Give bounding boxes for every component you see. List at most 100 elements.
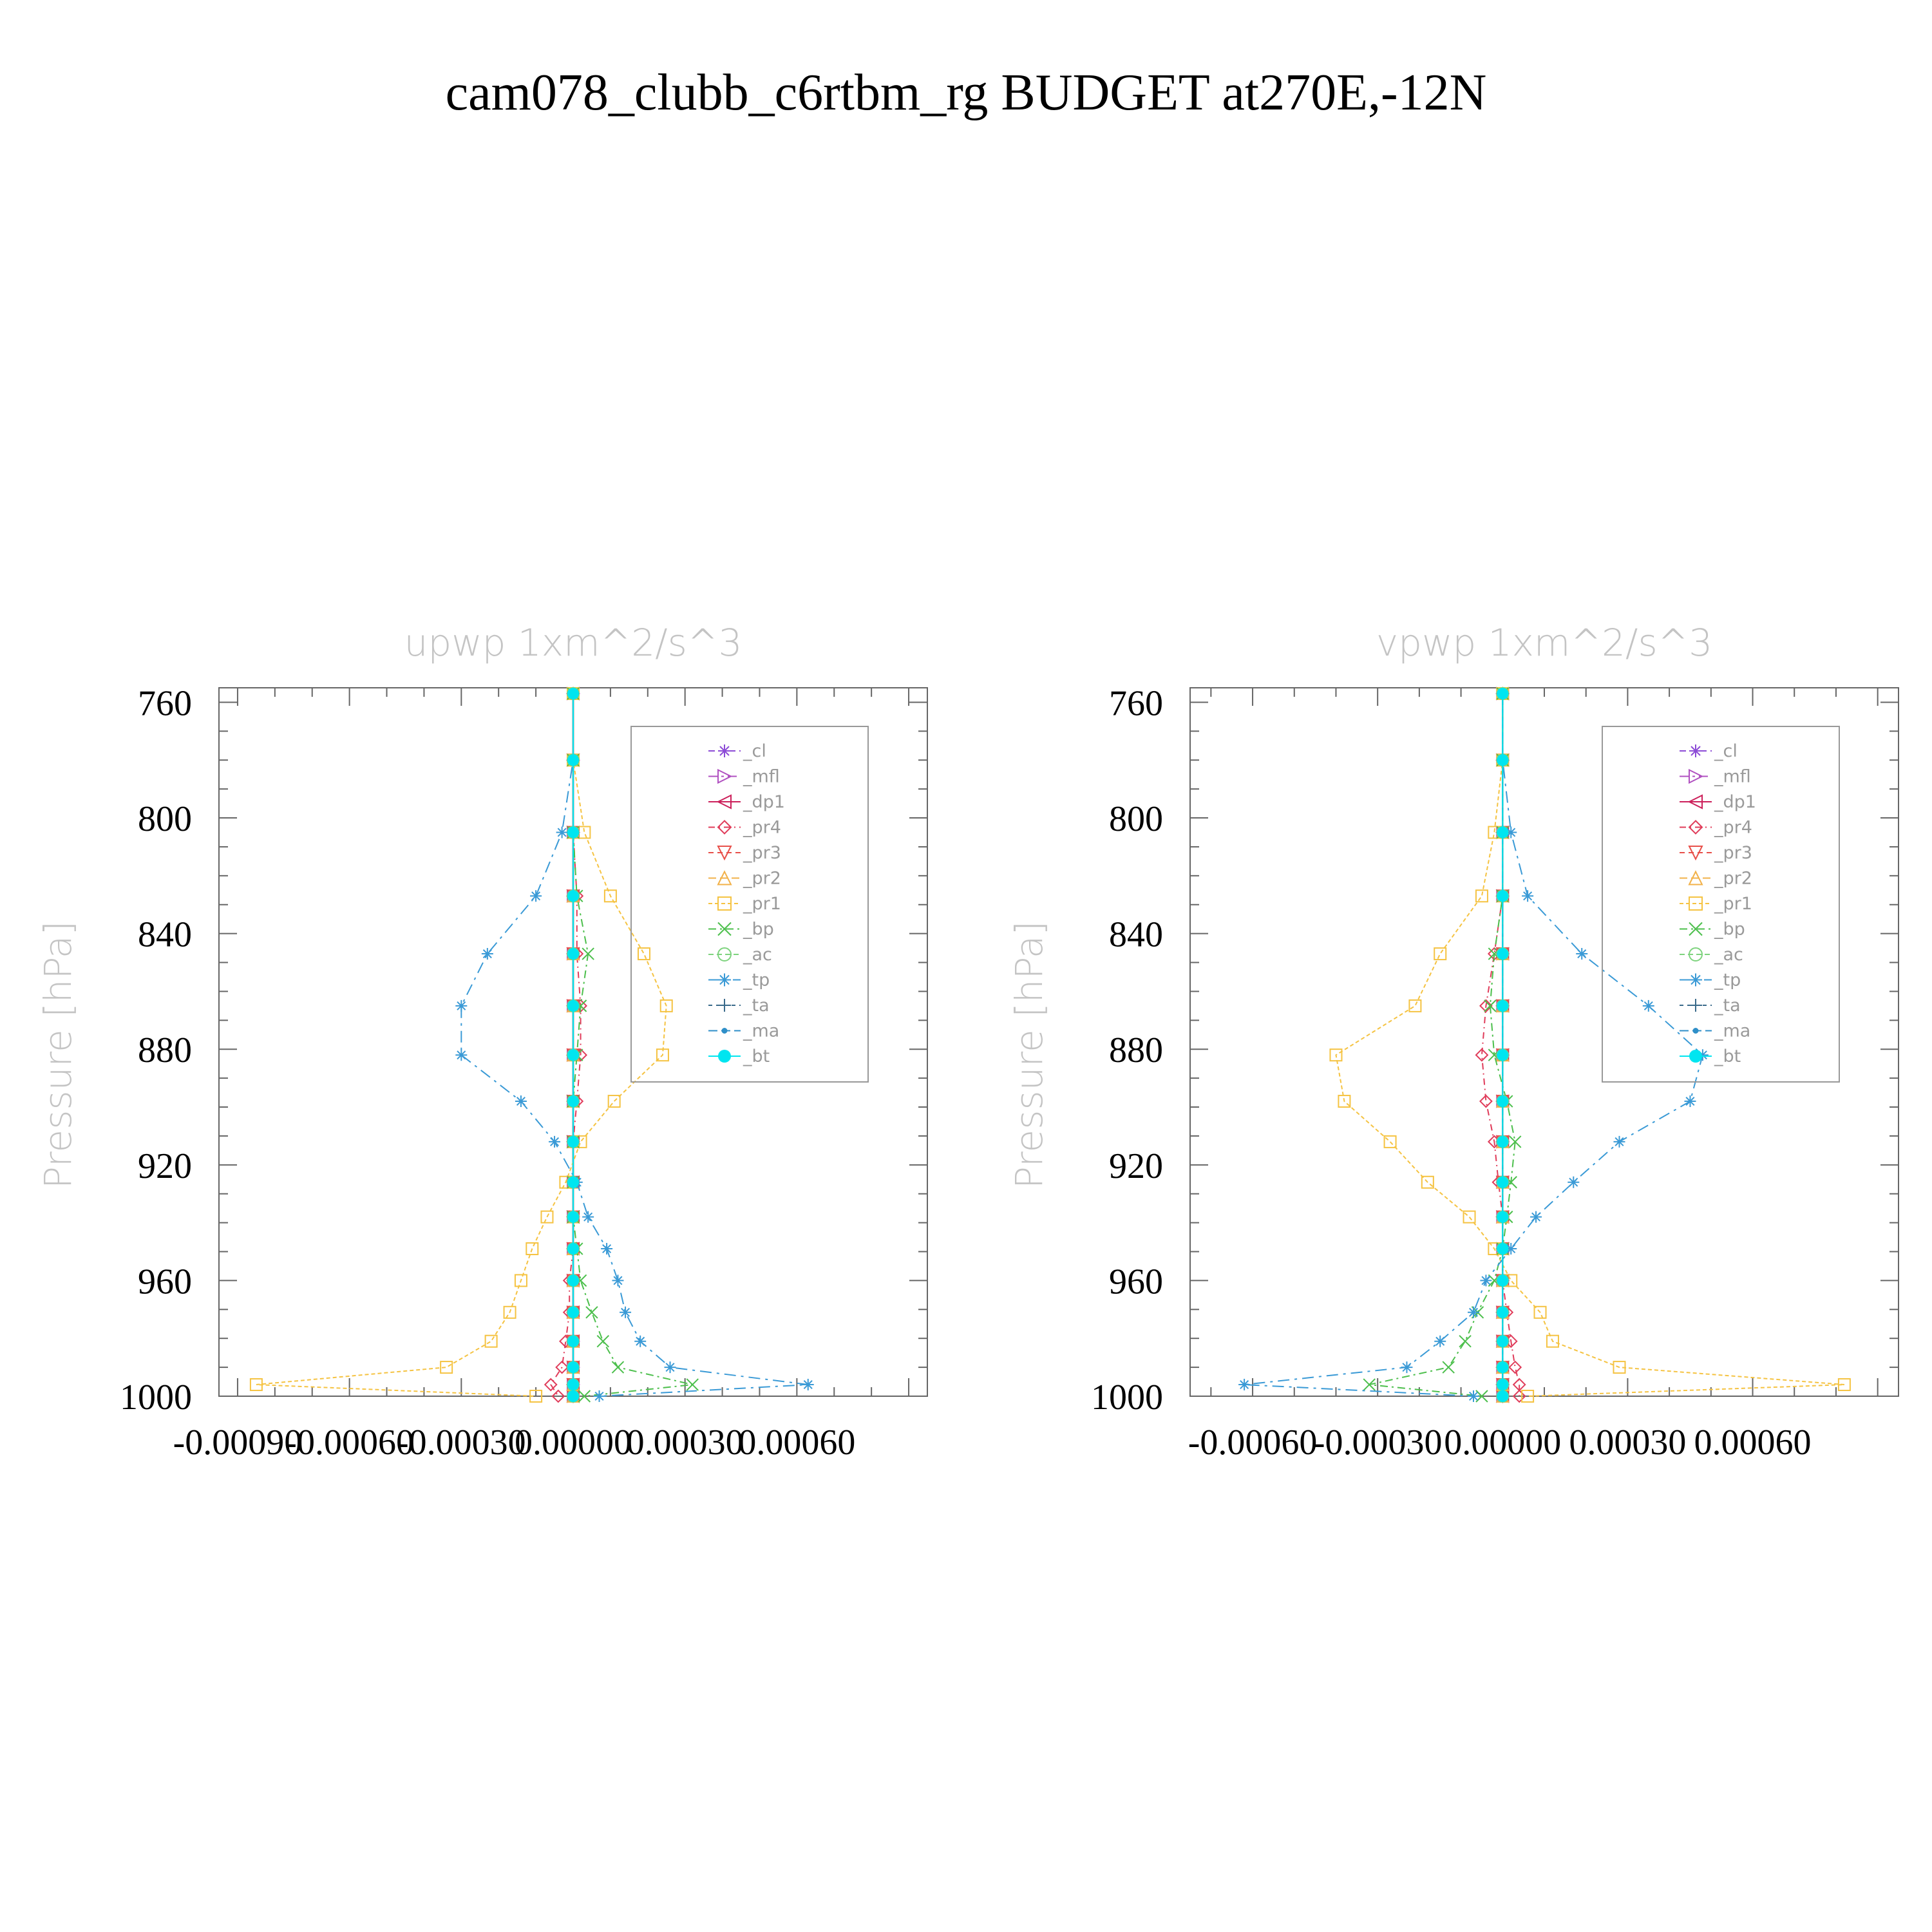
x-tick-label: 0.00000 (515, 1423, 632, 1463)
data-point (567, 1274, 579, 1287)
legend-marker (1689, 922, 1703, 936)
data-point (249, 1378, 263, 1392)
legend-label: _mfl (743, 767, 780, 787)
data-point (578, 1390, 591, 1403)
legend-label: _bp (743, 920, 774, 940)
data-point (1463, 1210, 1476, 1224)
legend-marker (1688, 870, 1703, 886)
x-tick-label: -0.00060 (285, 1423, 414, 1463)
data-point (1505, 1243, 1517, 1255)
data-point (1533, 1305, 1547, 1319)
legend-marker (717, 922, 732, 936)
data-point (540, 1210, 554, 1224)
legend-label: _pr4 (1714, 818, 1752, 838)
data-point (611, 1361, 625, 1374)
x-tick-label: -0.00060 (1188, 1423, 1318, 1463)
data-point (1479, 999, 1493, 1013)
data-point (596, 1334, 610, 1348)
legend-marker (1687, 794, 1703, 810)
x-tick-label: 0.00030 (1569, 1423, 1686, 1463)
legend-label: _pr2 (743, 869, 781, 889)
data-point (515, 1095, 527, 1108)
data-point (582, 947, 594, 960)
legend-label: _pr1 (1714, 894, 1752, 914)
x-tick-label: 0.00000 (1444, 1423, 1561, 1463)
data-point (455, 999, 468, 1012)
data-point (1546, 1334, 1559, 1348)
legend-label: _pr3 (743, 843, 781, 863)
legend-marker (1689, 947, 1703, 961)
legend-label: _ta (743, 996, 770, 1016)
data-point (1238, 1379, 1251, 1391)
data-point (1468, 1306, 1479, 1318)
data-point (634, 1335, 647, 1347)
legend-marker (718, 744, 731, 757)
data-point (1484, 999, 1497, 1012)
data-point (1479, 1094, 1493, 1108)
data-point (1508, 1360, 1522, 1374)
x-tick-label: 0.00060 (738, 1423, 855, 1463)
data-point (620, 1306, 632, 1318)
data-point (1475, 1390, 1488, 1403)
data-point (529, 1390, 543, 1403)
series-pr4 (544, 687, 587, 1403)
panel-title: upwp 1xm^2/s^3 (404, 621, 743, 665)
data-point (567, 1361, 579, 1374)
data-point (1642, 999, 1654, 1012)
data-point (567, 826, 579, 838)
data-point (567, 890, 579, 902)
series-line (1369, 693, 1516, 1397)
data-point (1613, 1361, 1626, 1374)
data-point (1497, 1379, 1509, 1391)
legend-label: _bt (743, 1046, 770, 1066)
data-point (1505, 826, 1517, 838)
data-point (555, 1360, 569, 1374)
legend-label: _pr1 (743, 894, 781, 914)
data-point (1684, 1095, 1696, 1108)
y-tick-label: 800 (1109, 799, 1163, 839)
data-point (1497, 1211, 1509, 1223)
data-point (1512, 1389, 1526, 1403)
series-line (1244, 693, 1704, 1397)
data-point (567, 1135, 579, 1148)
data-point (567, 1211, 579, 1223)
legend-label: _ta (1714, 996, 1741, 1016)
data-point (1497, 948, 1509, 960)
legend-label: _ac (1714, 945, 1743, 965)
legend: _cl _mfl _dp1 _pr4 _pr3 _pr2 _pr1 _bp _ac _tp _ta _… (1602, 726, 1840, 1083)
data-point (440, 1361, 453, 1374)
series-line (550, 693, 582, 1397)
data-point (1497, 1274, 1509, 1287)
data-point (567, 1390, 579, 1402)
data-point (567, 687, 579, 699)
legend-marker (718, 1050, 731, 1063)
data-point (1338, 1095, 1351, 1108)
data-point (1475, 1048, 1489, 1062)
y-tick-label: 840 (138, 915, 192, 955)
vpwp-panel: vpwp 1xm^2/s^3 Pressure [hPa] 760 800 840 880… (1007, 621, 1899, 1463)
legend-marker (717, 896, 732, 911)
data-point (1401, 1361, 1413, 1374)
x-tick-label: 0.00030 (627, 1423, 744, 1463)
legend-marker (1689, 973, 1702, 987)
data-point (607, 1095, 621, 1108)
data-point (1613, 1135, 1625, 1148)
data-point (567, 1306, 579, 1318)
data-point (585, 1306, 598, 1319)
legend-marker (717, 870, 732, 886)
legend-marker (1689, 744, 1702, 757)
legend-marker (717, 846, 732, 861)
data-point (1522, 890, 1534, 902)
series-bt (1497, 687, 1509, 1402)
legend-marker (716, 794, 732, 810)
data-point (1459, 1334, 1472, 1348)
data-point (1497, 1049, 1509, 1061)
data-point (556, 826, 568, 838)
data-point (526, 1242, 539, 1256)
data-point (664, 1361, 676, 1374)
legend-label: _pr3 (1714, 843, 1752, 863)
data-point (530, 890, 542, 902)
data-point (1497, 826, 1509, 838)
legend-label: _pr2 (1714, 869, 1752, 889)
